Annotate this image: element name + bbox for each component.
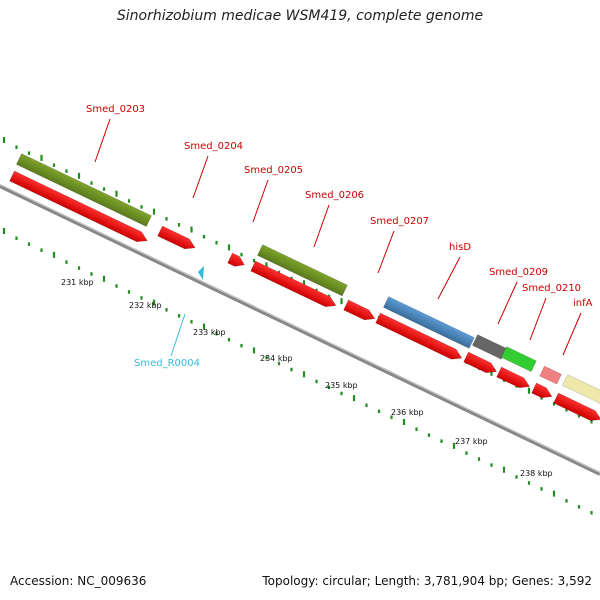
cds-smed-0206-shape bbox=[250, 260, 337, 308]
leader-line bbox=[170, 313, 186, 357]
tick-label: 233 kbp bbox=[193, 328, 226, 337]
gene-smed-0210-shape bbox=[501, 346, 537, 372]
leader-line bbox=[377, 230, 395, 274]
cds-next-shape bbox=[553, 392, 600, 421]
gene-smed-0210b-shape bbox=[539, 365, 562, 385]
leader-line bbox=[252, 179, 269, 223]
tick-label: 234 kbp bbox=[260, 354, 293, 363]
cds-smed-0209-shape bbox=[463, 351, 498, 373]
gene-label: hisD bbox=[449, 242, 471, 253]
rna-marker bbox=[198, 266, 204, 280]
backbone-line bbox=[0, 184, 600, 476]
gene-smed-0206 bbox=[257, 244, 348, 297]
tick-label: 236 kbp bbox=[391, 408, 424, 417]
cds-smed-0210 bbox=[496, 366, 531, 388]
leader-line bbox=[94, 118, 111, 163]
cds-smed-0204 bbox=[157, 225, 196, 250]
cds-smed-0207-shape bbox=[343, 299, 376, 321]
leader-line bbox=[529, 297, 547, 341]
gene-infa-shape bbox=[562, 374, 600, 408]
cds-smed-0207 bbox=[343, 299, 376, 321]
backbone-highlight bbox=[0, 184, 600, 473]
gene-infa bbox=[562, 374, 600, 408]
tick-label: 235 kbp bbox=[325, 381, 358, 390]
cds-hisd bbox=[375, 312, 463, 360]
cds-next bbox=[553, 392, 600, 421]
leader-line bbox=[562, 312, 582, 356]
map-title: Sinorhizobium medicae WSM419, complete g… bbox=[116, 8, 484, 24]
cds-infa-shape bbox=[531, 382, 553, 398]
genome-summary-text: Topology: circular; Length: 3,781,904 bp… bbox=[262, 574, 592, 588]
cds-hisd-shape bbox=[375, 312, 463, 360]
cds-smed-0206 bbox=[250, 260, 337, 308]
gene-smed-0209 bbox=[472, 334, 507, 360]
gene-label: Smed_0204 bbox=[184, 141, 243, 152]
gene-hisd bbox=[383, 296, 475, 349]
kbp-ticks: 231 kbp 232 kbp 233 kbp 234 kbp 235 kbp 236 k… bbox=[61, 278, 553, 478]
gene-hisd-shape bbox=[383, 296, 475, 349]
gene-label: Smed_0207 bbox=[370, 216, 429, 227]
leader-line bbox=[437, 256, 461, 300]
gene-label: Smed_0210 bbox=[522, 283, 581, 294]
gene-label: Smed_0209 bbox=[489, 267, 548, 278]
cds-smed-0205 bbox=[227, 252, 245, 267]
gene-smed-0203-shape bbox=[16, 153, 152, 227]
cds-smed-0205-shape bbox=[227, 252, 245, 267]
feature-track bbox=[9, 153, 600, 421]
genome-backbone bbox=[0, 184, 600, 476]
leader-line bbox=[497, 281, 518, 325]
cds-smed-0210-shape bbox=[496, 366, 531, 388]
label-leader-lines bbox=[94, 118, 582, 357]
cds-smed-0209 bbox=[463, 351, 498, 373]
gene-smed-0210b bbox=[539, 365, 562, 385]
gc-content-track-inner bbox=[2, 228, 593, 515]
feature-labels: Smed_0203 Smed_0204 Smed_0205 Smed_0206 Smed… bbox=[86, 104, 593, 369]
accession-text: Accession: NC_009636 bbox=[10, 574, 147, 588]
tick-label: 237 kbp bbox=[455, 437, 488, 446]
tick-label: 232 kbp bbox=[129, 301, 162, 310]
tick-label: 238 kbp bbox=[520, 469, 553, 478]
gene-smed-0210 bbox=[501, 346, 537, 372]
gene-label: Smed_0203 bbox=[86, 104, 145, 115]
gene-label: Smed_0205 bbox=[244, 165, 303, 176]
gene-smed-0209-shape bbox=[472, 334, 507, 360]
leader-line bbox=[192, 155, 209, 199]
leader-line bbox=[313, 204, 330, 248]
gene-label: Smed_0206 bbox=[305, 190, 364, 201]
gene-smed-0206-shape bbox=[257, 244, 348, 297]
cds-infa bbox=[531, 382, 553, 398]
gene-label: infA bbox=[573, 298, 593, 309]
gene-label: Smed_R0004 bbox=[134, 358, 200, 369]
tick-label: 231 kbp bbox=[61, 278, 94, 287]
cds-smed-0204-shape bbox=[157, 225, 196, 250]
gene-smed-0203 bbox=[16, 153, 152, 227]
cds-smed-0203 bbox=[9, 170, 148, 243]
cds-smed-0203-shape bbox=[9, 170, 148, 243]
